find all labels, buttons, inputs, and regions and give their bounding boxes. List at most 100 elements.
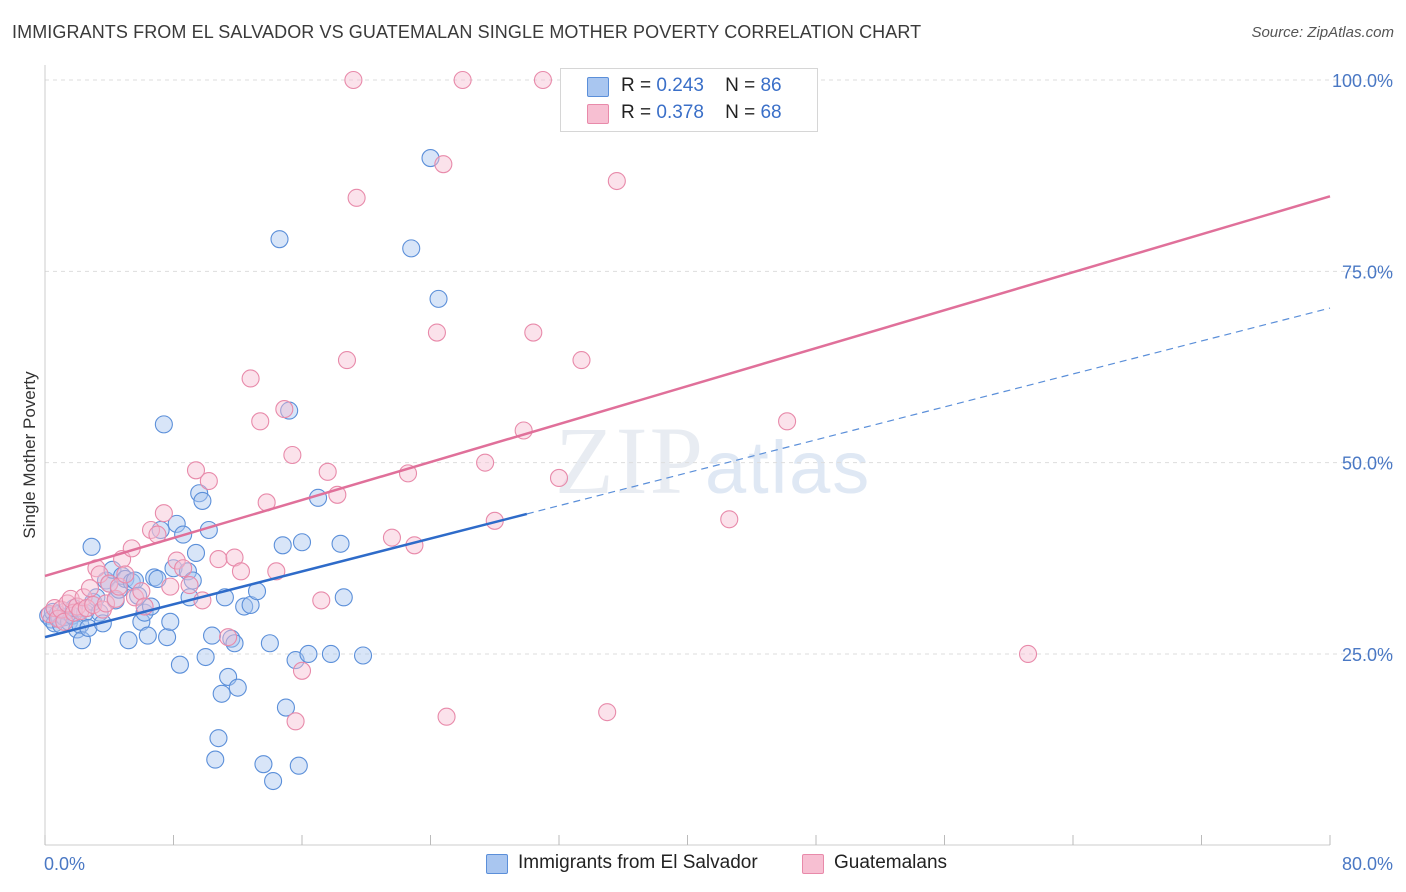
data-point-pink xyxy=(116,565,135,584)
data-point-blue xyxy=(158,628,177,647)
data-point-pink xyxy=(161,577,180,596)
axes xyxy=(44,65,1331,846)
data-point-pink xyxy=(318,462,337,481)
data-point-pink xyxy=(347,188,366,207)
legend-r-value: 0.378 xyxy=(656,102,704,123)
bottom-legend-label-blue: Immigrants from El Salvador xyxy=(518,852,758,873)
data-point-blue xyxy=(353,646,373,665)
data-point-blue xyxy=(402,239,421,258)
data-point-blue xyxy=(299,644,318,664)
legend-n-label: N = xyxy=(725,102,756,123)
x-tick-label-min: 0.0% xyxy=(44,854,85,874)
legend-text-pink: R = 0.378 N = 68 xyxy=(621,102,782,124)
data-point-blue xyxy=(331,534,350,553)
data-point-pink xyxy=(1018,644,1038,664)
trend-line-blue-extension xyxy=(526,307,1331,515)
watermark: ZIPatlas xyxy=(555,405,871,516)
legend-r-value: 0.243 xyxy=(656,75,704,96)
data-point-pink xyxy=(337,351,357,370)
data-point-pink xyxy=(241,369,260,388)
data-point-pink xyxy=(572,351,591,370)
series-pink-points xyxy=(40,70,1038,731)
data-point-pink xyxy=(598,703,617,722)
data-point-blue xyxy=(161,612,180,631)
x-tick-label-max: 80.0% xyxy=(1342,854,1393,874)
data-point-pink xyxy=(549,468,569,488)
data-point-blue xyxy=(273,536,292,555)
data-point-pink xyxy=(382,528,402,547)
data-point-blue xyxy=(429,289,448,308)
data-point-blue xyxy=(203,626,222,645)
trend-line-pink xyxy=(44,195,1331,578)
data-point-blue xyxy=(82,537,101,556)
bottom-legend-swatch-blue xyxy=(486,854,508,874)
data-point-pink xyxy=(292,661,312,680)
y-tick-label: 25.0% xyxy=(1342,645,1393,665)
data-point-blue xyxy=(212,684,231,703)
data-point-blue xyxy=(292,533,312,552)
data-point-pink xyxy=(251,412,270,431)
chart-title: IMMIGRANTS FROM EL SALVADOR VS GUATEMALA… xyxy=(12,22,922,42)
data-point-pink xyxy=(219,628,238,647)
data-point-pink xyxy=(533,70,552,90)
data-point-pink xyxy=(141,520,161,540)
data-point-blue xyxy=(145,568,164,587)
trend-line-blue xyxy=(44,512,528,639)
data-point-pink xyxy=(100,574,119,593)
legend-r-label: R = xyxy=(621,75,652,96)
data-point-blue xyxy=(167,514,186,533)
data-point-pink xyxy=(231,562,251,581)
legend-n-value: 68 xyxy=(760,102,782,123)
data-point-pink xyxy=(344,70,363,90)
data-point-pink xyxy=(154,504,173,523)
data-point-pink xyxy=(720,510,739,529)
bottom-legend-label-pink: Guatemalans xyxy=(834,852,948,873)
data-point-blue xyxy=(264,771,283,791)
watermark-atlas: atlas xyxy=(705,426,872,509)
legend-text-blue: R = 0.243 N = 86 xyxy=(621,75,782,97)
data-point-blue xyxy=(170,655,189,674)
data-point-pink xyxy=(434,155,453,174)
data-point-pink xyxy=(524,323,543,342)
source-label: Source: ZipAtlas.com xyxy=(1251,24,1394,41)
data-point-blue xyxy=(186,543,206,563)
data-point-blue xyxy=(235,597,254,616)
data-point-pink xyxy=(427,323,446,342)
data-point-blue xyxy=(276,698,295,717)
y-axis-label: Single Mother Poverty xyxy=(20,371,39,539)
data-point-blue xyxy=(206,750,225,769)
data-point-blue xyxy=(196,647,215,667)
data-point-pink xyxy=(90,565,109,584)
y-tick-label: 50.0% xyxy=(1342,454,1393,474)
watermark-zip: ZIP xyxy=(555,407,705,514)
bottom-legend-swatch-pink xyxy=(802,854,824,874)
data-point-blue xyxy=(119,631,138,650)
data-point-pink xyxy=(453,70,472,90)
data-point-blue xyxy=(270,230,289,249)
data-point-pink xyxy=(55,612,74,631)
data-point-pink xyxy=(186,461,206,480)
tick-labels: 25.0% 50.0% 75.0% 100.0% 0.0% 80.0% xyxy=(44,71,1393,874)
trend-lines xyxy=(44,195,1331,639)
data-point-blue xyxy=(154,415,173,434)
data-point-pink xyxy=(286,712,305,731)
data-point-blue xyxy=(178,562,198,581)
legend-swatch-pink xyxy=(587,104,609,124)
y-tick-label: 75.0% xyxy=(1342,262,1393,282)
data-point-pink xyxy=(199,471,218,491)
legend-box: R = 0.243 N = 86 R = 0.378 N = 68 xyxy=(560,68,818,132)
legend-r-label: R = xyxy=(621,102,652,123)
data-point-blue xyxy=(254,755,273,774)
data-point-blue xyxy=(260,634,279,653)
data-point-blue xyxy=(334,588,353,607)
data-point-pink xyxy=(167,551,186,570)
data-point-pink xyxy=(312,591,331,610)
data-point-blue xyxy=(193,491,212,510)
legend-n-value: 86 xyxy=(760,75,782,96)
y-tick-label: 100.0% xyxy=(1332,71,1393,91)
data-point-pink xyxy=(132,582,151,601)
data-point-blue xyxy=(228,678,247,697)
legend-swatch-blue xyxy=(587,77,609,97)
series-blue-points xyxy=(39,149,448,791)
